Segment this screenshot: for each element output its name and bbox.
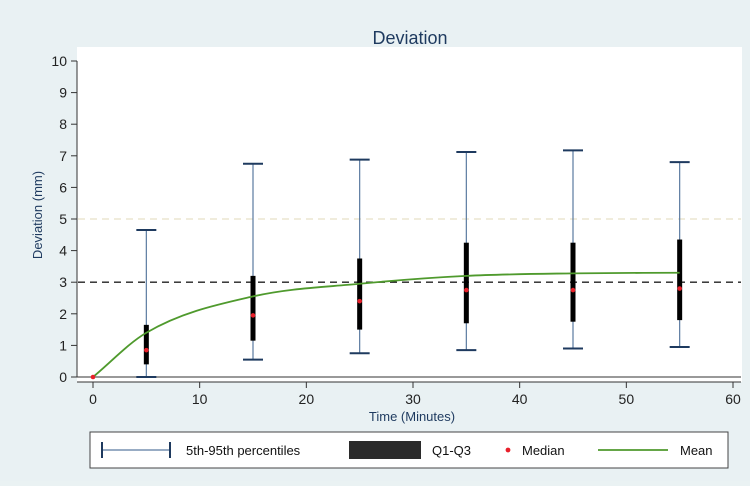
legend-items: 5th-95th percentiles Q1-Q3 Median Mean [101, 441, 713, 459]
y-axis-label: Deviation (mm) [30, 171, 45, 259]
iqr-bar [463, 242, 469, 324]
x-tick-label: 30 [405, 391, 421, 407]
x-tick-label: 0 [89, 391, 97, 407]
iqr-bar [250, 275, 256, 341]
median-point [90, 374, 96, 380]
y-tick-label: 0 [59, 369, 67, 385]
y-tick-label: 6 [59, 179, 67, 195]
chart-title: Deviation [372, 28, 447, 48]
x-tick-label: 10 [192, 391, 208, 407]
y-tick-label: 4 [59, 243, 67, 259]
iqr-bar [677, 239, 683, 321]
legend: 5th-95th percentiles Q1-Q3 Median Mean [89, 431, 729, 469]
y-tick-label: 5 [59, 211, 67, 227]
iqr-series [143, 239, 683, 365]
legend-label-mean: Mean [680, 443, 713, 458]
iqr-bar [357, 258, 363, 330]
y-tick-label: 9 [59, 85, 67, 101]
median-point [570, 287, 576, 293]
plot-background [77, 47, 742, 382]
reference-lines [78, 218, 741, 283]
x-tick-label: 50 [619, 391, 635, 407]
legend-median-sample [505, 447, 511, 453]
mean-series [92, 271, 680, 378]
legend-label-percentiles: 5th-95th percentiles [186, 443, 301, 458]
legend-iqr-sample [349, 441, 421, 459]
x-axis-label: Time (Minutes) [369, 409, 455, 424]
x-tick-label: 40 [512, 391, 528, 407]
median-point [144, 347, 149, 353]
median-series [90, 286, 682, 380]
x-tick-label: 60 [725, 391, 741, 407]
mean-line-path [92, 271, 680, 378]
median-point [357, 298, 362, 304]
x-tick-label: 20 [299, 391, 315, 407]
y-tick-label: 8 [59, 116, 67, 132]
iqr-bar [570, 242, 576, 322]
median-point [464, 287, 469, 293]
y-tick-label: 2 [59, 306, 67, 322]
y-tick-label: 3 [59, 274, 67, 290]
median-point [677, 286, 682, 291]
y-axis: 0 1 2 3 4 5 6 7 8 9 10 [51, 53, 78, 385]
x-axis: 0 10 20 30 40 50 60 [77, 376, 741, 407]
y-tick-label: 10 [51, 53, 67, 69]
median-point [250, 313, 256, 318]
y-tick-label: 1 [59, 337, 67, 353]
iqr-bar [143, 324, 149, 365]
legend-label-iqr: Q1-Q3 [432, 443, 471, 458]
y-tick-label: 7 [59, 148, 67, 164]
legend-label-median: Median [522, 443, 565, 458]
